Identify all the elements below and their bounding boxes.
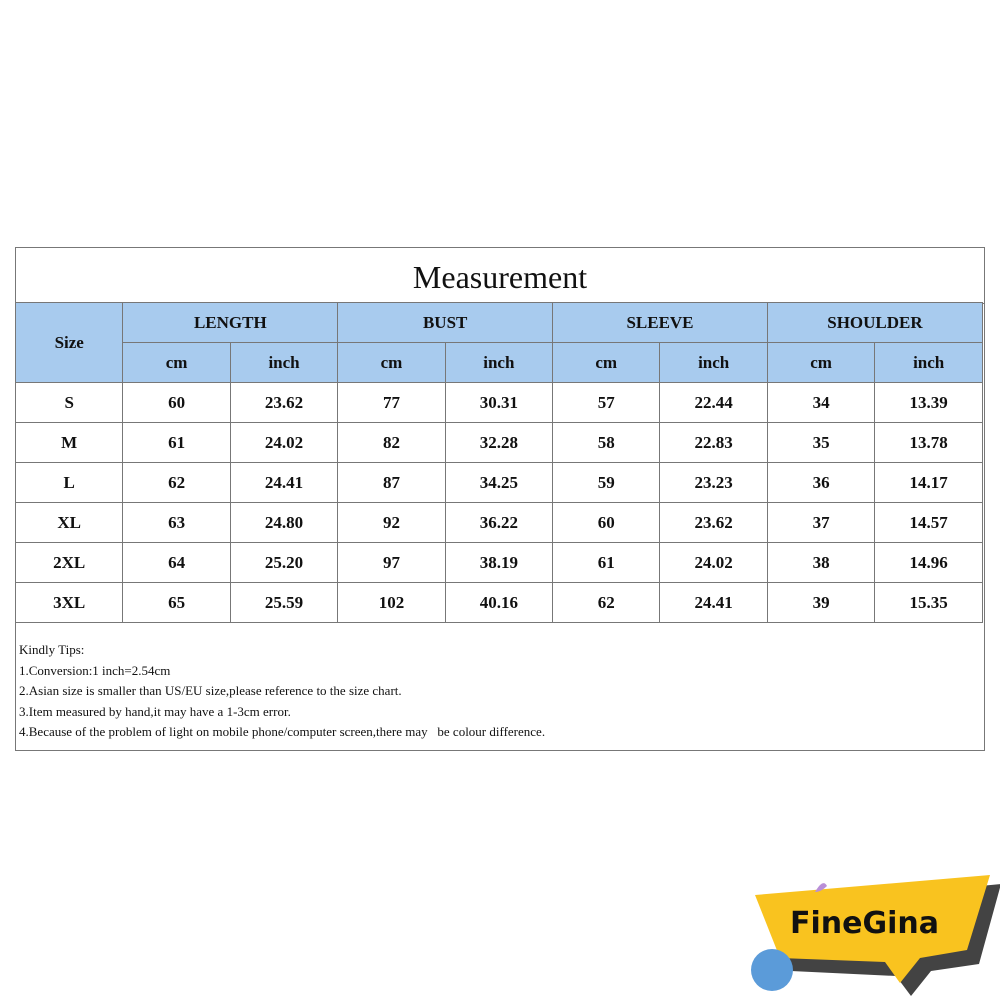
chart-title: Measurement	[16, 248, 984, 304]
value-cell: 61	[122, 422, 231, 463]
value-cell: 23.62	[659, 502, 768, 543]
header-length: LENGTH	[122, 302, 339, 343]
size-chart: Measurement Size LENGTH BUST SLEEVE SHOU…	[14, 247, 985, 751]
unit-header: inch	[229, 342, 339, 383]
tip-line: 4.Because of the problem of light on mob…	[19, 724, 546, 739]
size-cell: XL	[14, 502, 124, 543]
unit-header: inch	[659, 342, 768, 383]
value-cell: 82	[337, 422, 446, 463]
table-row: 2XL 64 25.20 97 38.19 61 24.02 38 14.96	[14, 542, 983, 583]
value-cell: 62	[552, 582, 661, 623]
value-cell: 87	[337, 462, 446, 503]
value-cell: 24.02	[659, 542, 768, 583]
unit-header: inch	[874, 342, 983, 383]
kindly-tips: Kindly Tips: 1.Conversion:1 inch=2.54cm 2.…	[19, 640, 545, 743]
value-cell: 14.17	[874, 462, 983, 503]
value-cell: 15.35	[874, 582, 983, 623]
header-sleeve: SLEEVE	[552, 302, 768, 343]
value-cell: 23.23	[659, 462, 768, 503]
value-cell: 34.25	[444, 462, 554, 503]
value-cell: 57	[552, 382, 661, 423]
unit-header: cm	[766, 342, 876, 383]
value-cell: 14.96	[874, 542, 983, 583]
butterfly-icon	[815, 883, 827, 892]
value-cell: 40.16	[444, 582, 554, 623]
table-row: S 60 23.62 77 30.31 57 22.44 34 13.39	[14, 382, 983, 423]
size-cell: M	[14, 422, 124, 463]
tip-line: Kindly Tips:	[19, 642, 85, 657]
value-cell: 22.83	[659, 422, 768, 463]
unit-header: cm	[337, 342, 446, 383]
table-row: XL 63 24.80 92 36.22 60 23.62 37 14.57	[14, 502, 983, 543]
value-cell: 32.28	[444, 422, 554, 463]
header-bust: BUST	[337, 302, 554, 343]
table-row: M 61 24.02 82 32.28 58 22.83 35 13.78	[14, 422, 983, 463]
value-cell: 24.02	[229, 422, 339, 463]
value-cell: 61	[552, 542, 661, 583]
value-cell: 102	[337, 582, 446, 623]
value-cell: 36.22	[444, 502, 554, 543]
value-cell: 35	[766, 422, 876, 463]
value-cell: 34	[766, 382, 876, 423]
value-cell: 65	[122, 582, 231, 623]
table-row: L 62 24.41 87 34.25 59 23.23 36 14.17	[14, 462, 983, 503]
value-cell: 64	[122, 542, 231, 583]
value-cell: 39	[766, 582, 876, 623]
tip-line: 3.Item measured by hand,it may have a 1-…	[19, 703, 291, 719]
value-cell: 23.62	[229, 382, 339, 423]
value-cell: 92	[337, 502, 446, 543]
value-cell: 13.39	[874, 382, 983, 423]
value-cell: 13.78	[874, 422, 983, 463]
tip-line: 1.Conversion:1 inch=2.54cm	[19, 662, 171, 678]
value-cell: 38.19	[444, 542, 554, 583]
value-cell: 24.41	[659, 582, 768, 623]
value-cell: 25.59	[229, 582, 339, 623]
value-cell: 36	[766, 462, 876, 503]
value-cell: 25.20	[229, 542, 339, 583]
unit-header: cm	[552, 342, 661, 383]
value-cell: 62	[122, 462, 231, 503]
value-cell: 77	[337, 382, 446, 423]
value-cell: 59	[552, 462, 661, 503]
size-cell: 3XL	[14, 582, 124, 623]
value-cell: 14.57	[874, 502, 983, 543]
tip-line: 2.Asian size is smaller than US/EU size,…	[19, 683, 402, 698]
blue-dot	[751, 949, 793, 991]
unit-header: inch	[444, 342, 554, 383]
size-cell: L	[14, 462, 124, 503]
unit-header: cm	[122, 342, 231, 383]
size-cell: S	[14, 382, 124, 423]
value-cell: 38	[766, 542, 876, 583]
size-table: Size LENGTH BUST SLEEVE SHOULDER cm inch c…	[14, 302, 984, 623]
value-cell: 37	[766, 502, 876, 543]
value-cell: 30.31	[444, 382, 554, 423]
value-cell: 60	[552, 502, 661, 543]
size-cell: 2XL	[14, 542, 124, 583]
finegina-logo: FineGina	[751, 875, 1000, 996]
value-cell: 60	[122, 382, 231, 423]
value-cell: 63	[122, 502, 231, 543]
table-row: 3XL 65 25.59 102 40.16 62 24.41 39 15.35	[14, 582, 983, 623]
value-cell: 22.44	[659, 382, 768, 423]
header-size: Size	[14, 302, 124, 383]
logo-text: FineGina	[790, 906, 939, 941]
value-cell: 24.80	[229, 502, 339, 543]
value-cell: 97	[337, 542, 446, 583]
value-cell: 24.41	[229, 462, 339, 503]
value-cell: 58	[552, 422, 661, 463]
logo-banner	[755, 875, 990, 983]
header-shoulder: SHOULDER	[766, 302, 984, 343]
